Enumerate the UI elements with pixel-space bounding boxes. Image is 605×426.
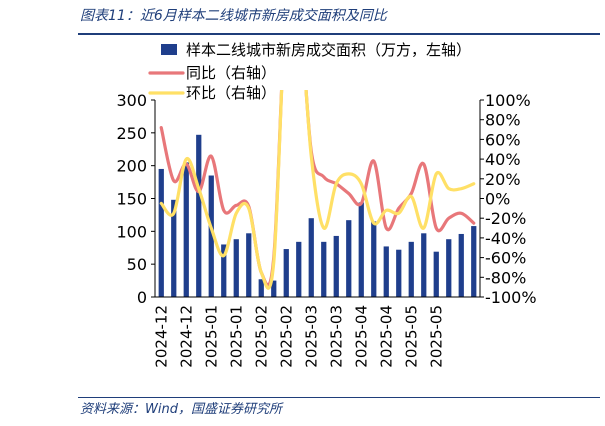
bar-16 [358,202,364,297]
x-tick-label-0: 2024-12 [152,305,170,368]
axes: 0 50 100 150 200 250 300 -100%-80%-60%-40%-20%0… [116,91,536,368]
bar-14 [333,235,339,297]
figure-title: 图表11：近6月样本二线城市新房成交面积及同比 [80,8,387,24]
bar-18 [383,246,389,297]
x-tick-label-3: 2025-01 [227,305,245,368]
bar-23 [446,239,452,297]
bar-13 [321,241,327,297]
bar-10 [283,249,289,297]
left-tick-label-0: 0 [137,288,147,307]
x-tick-label-6: 2025-03 [302,305,320,368]
mom-line [159,90,476,290]
legend-label-1: 同比（右轴） [186,64,276,82]
source-rule [78,397,600,398]
bar-20 [408,241,414,297]
bar-19 [396,249,402,297]
bar-8 [258,279,264,297]
source-note: 资料来源：Wind，国盛证券研究所 [80,402,282,417]
bar-series [158,134,477,297]
line-series [159,90,476,290]
bar-15 [346,220,352,297]
left-tick-label-2: 100 [116,222,147,241]
x-tick-label-11: 2025-05 [427,305,445,368]
right-tick-label-2: -60% [485,249,526,268]
bar-0 [158,168,164,297]
legend: 样本二线城市新房成交面积（万方，左轴） 同比（右轴） 环比（右轴） [148,41,471,102]
x-tick-label-2: 2025-01 [202,305,220,368]
bar-4 [208,175,214,297]
right-tick-label-7: 40% [485,150,521,169]
left-tick-label-1: 50 [127,255,147,274]
legend-label-0: 样本二线城市新房成交面积（万方，左轴） [186,41,471,59]
x-tick-label-4: 2025-02 [252,305,270,368]
bar-24 [458,233,464,297]
legend-label-2: 环比（右轴） [186,84,276,102]
bar-9 [271,280,277,297]
x-tick-label-9: 2025-04 [377,305,395,368]
bar-6 [233,239,239,297]
right-tick-label-8: 60% [485,130,521,149]
bar-3 [196,134,202,297]
bar-25 [471,226,477,297]
left-tick-label-5: 250 [116,124,147,143]
title-rule [78,33,600,35]
bar-11 [296,241,302,297]
x-tick-label-5: 2025-02 [277,305,295,368]
x-tick-label-1: 2024-12 [177,305,195,368]
bar-22 [433,251,439,297]
x-tick-label-8: 2025-04 [352,305,370,368]
right-tick-label-4: -20% [485,209,526,228]
right-tick-label-5: 0% [485,190,510,209]
left-tick-label-4: 200 [116,157,147,176]
bar-5 [221,244,227,297]
right-tick-label-6: 20% [485,170,521,189]
left-tick-label-3: 150 [116,190,147,209]
right-tick-label-1: -80% [485,268,526,287]
right-tick-label-9: 80% [485,111,521,130]
right-tick-label-10: 100% [485,91,531,110]
right-tick-label-3: -40% [485,229,526,248]
bar-1 [171,199,177,297]
right-tick-label-0: -100% [485,288,537,307]
left-tick-label-6: 300 [116,91,147,110]
bar-21 [421,233,427,297]
x-tick-label-7: 2025-03 [327,305,345,368]
legend-swatch-bar [161,44,177,55]
bar-12 [308,218,314,297]
bar-7 [246,233,252,297]
bar-17 [371,221,377,297]
bar-2 [183,162,189,297]
x-tick-label-10: 2025-05 [402,305,420,368]
